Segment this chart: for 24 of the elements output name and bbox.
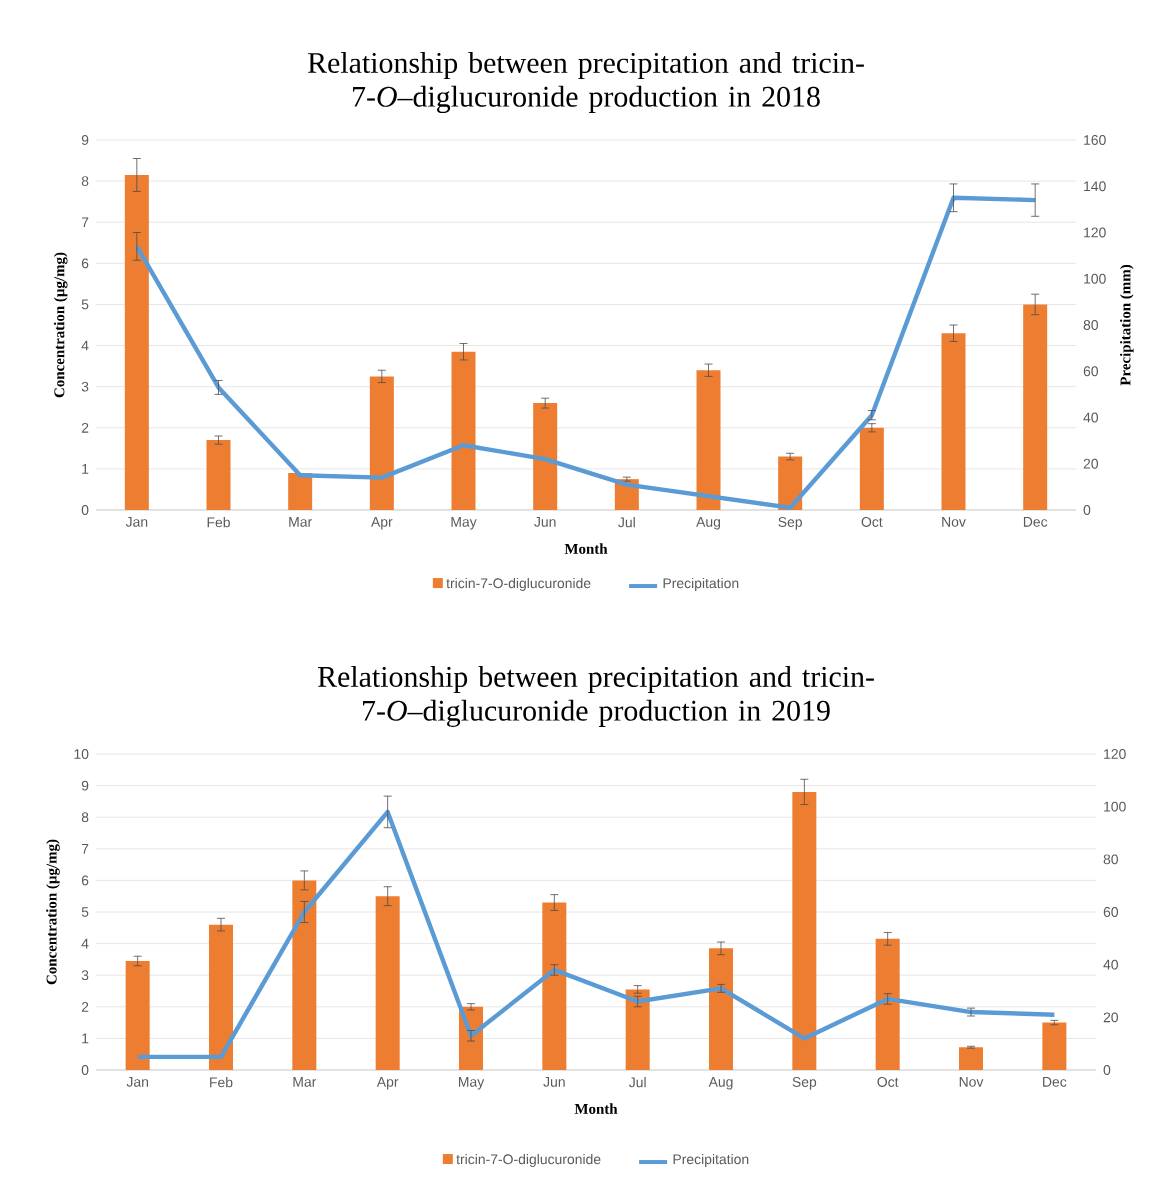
bar [124, 174, 149, 510]
bar [792, 791, 817, 1070]
line-series [135, 809, 1057, 1060]
bar [875, 938, 900, 1070]
bar [125, 960, 150, 1070]
bar [375, 896, 400, 1070]
bar [206, 440, 231, 510]
bar [696, 370, 721, 510]
bar [451, 351, 476, 510]
bar [941, 333, 966, 510]
bar [292, 880, 317, 1070]
chart-title: Relationship between precipitation and tricin-7-O–diglucuronide production in 2018 [308, 51, 864, 113]
bar [533, 403, 558, 510]
bar [288, 472, 313, 510]
bar [859, 427, 884, 510]
bar [1042, 1022, 1067, 1070]
bar [959, 1047, 984, 1070]
chart-title: Relationship between precipitation and tricin-7-O–diglucuronide production in 2019 [318, 665, 874, 727]
bar [209, 924, 233, 1070]
bar [1023, 304, 1048, 510]
bar [625, 989, 650, 1070]
bar [709, 948, 734, 1070]
bar [542, 902, 567, 1070]
bar [369, 376, 394, 510]
